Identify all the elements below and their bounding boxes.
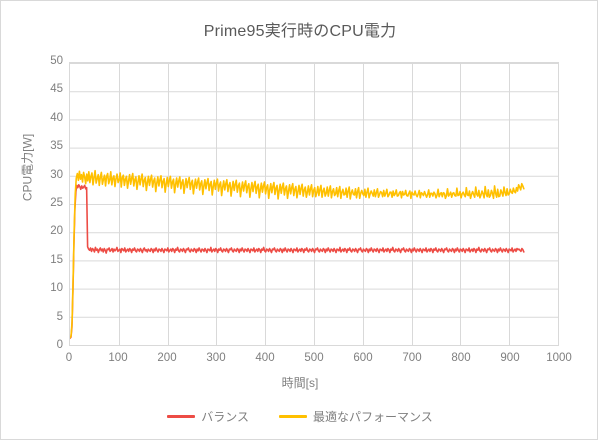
- legend-label: 最適なパフォーマンス: [313, 410, 433, 424]
- y-axis-tick-label: 45: [50, 83, 63, 96]
- plot-area: [69, 62, 559, 346]
- x-axis-tick-label: 800: [451, 352, 471, 364]
- x-axis-tick-label: 700: [402, 352, 422, 364]
- legend-item-2[interactable]: 最適なパフォーマンス: [279, 408, 433, 425]
- legend-color-swatch: [167, 415, 196, 418]
- y-axis-title: CPU電力[W]: [20, 133, 35, 202]
- series-line-1: [70, 184, 525, 340]
- x-axis-title: 時間[s]: [281, 376, 319, 390]
- x-axis-tick-labels: 0 100 200 300 400 500 600 700 800 900 1000: [1, 352, 599, 369]
- series-line-2: [70, 169, 525, 339]
- legend-item-1[interactable]: バランス: [167, 408, 249, 425]
- x-axis-tick-label: 0: [65, 352, 73, 364]
- y-axis-tick-label: 10: [50, 282, 63, 295]
- x-axis-tick-label: 600: [353, 352, 373, 364]
- x-axis-tick-label: 100: [108, 352, 128, 364]
- y-axis-tick-label: 50: [50, 55, 63, 67]
- plot-svg: [70, 63, 558, 345]
- y-axis-tick-label: 25: [50, 197, 63, 209]
- y-axis-tick-label: 20: [50, 225, 63, 238]
- legend-color-swatch: [279, 415, 307, 418]
- y-axis-tick-labels: 0 5 10 15 20 25 30 35 40 45 50: [25, 1, 63, 441]
- y-axis-tick-label: 15: [50, 253, 63, 266]
- y-axis-tick-label: 35: [50, 140, 63, 153]
- x-axis-tick-label: 300: [206, 352, 226, 364]
- y-axis-tick-label: 0: [56, 339, 63, 351]
- x-axis-tick-label: 900: [500, 352, 520, 364]
- chart-title: Prime95実行時のCPU電力: [203, 23, 397, 40]
- x-axis-tick-label: 400: [255, 352, 275, 364]
- x-axis-tick-label: 500: [304, 352, 324, 364]
- chart-legend: バランス 最適なパフォーマンス: [1, 408, 599, 425]
- x-axis-tick-label: 200: [157, 352, 177, 364]
- y-axis-tick-label: 30: [50, 168, 63, 181]
- legend-label: バランス: [201, 410, 249, 424]
- y-axis-tick-label: 40: [50, 111, 63, 124]
- x-axis-tick-label: 1000: [546, 352, 572, 364]
- y-axis-tick-label: 5: [56, 310, 63, 323]
